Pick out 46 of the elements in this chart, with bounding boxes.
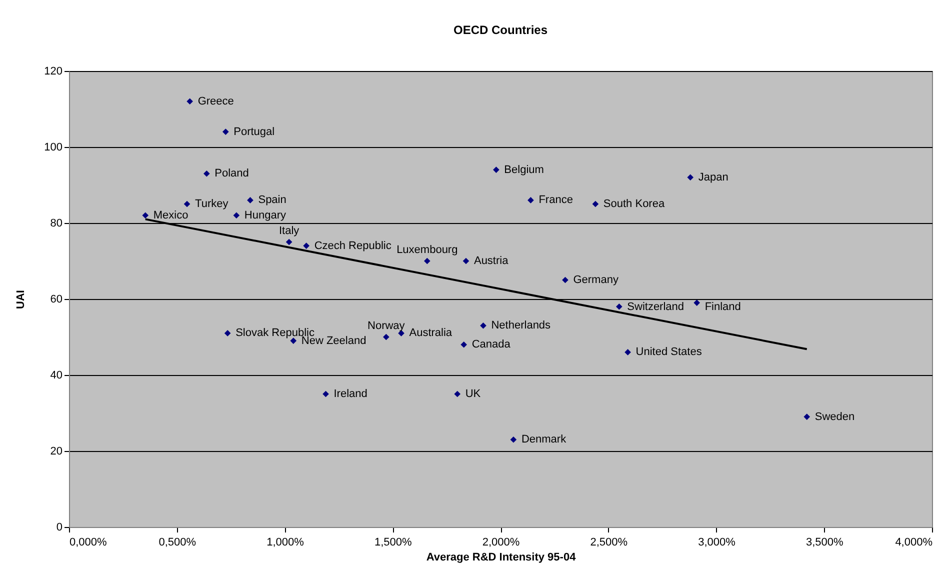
- annotation: Turkey: [195, 198, 229, 210]
- annotation: Australia: [409, 327, 453, 340]
- annotation: UK: [465, 388, 482, 400]
- x-tick-label: 3,500%: [806, 536, 844, 548]
- x-tick-label: 1,500%: [374, 536, 412, 548]
- x-tick-label: 1,000%: [266, 536, 304, 548]
- y-tick-label: 120: [44, 66, 62, 78]
- annotation: Czech Republic: [314, 240, 392, 252]
- annotation: South Korea: [603, 198, 666, 210]
- y-tick-label: 80: [50, 218, 62, 230]
- annotation: Canada: [472, 338, 512, 351]
- annotation: Hungary: [244, 209, 286, 222]
- annotation: Germany: [573, 274, 619, 286]
- y-tick-label: 20: [50, 446, 62, 458]
- annotation: Spain: [258, 194, 286, 206]
- x-tick-label: 2,500%: [590, 536, 628, 548]
- x-axis-title: Average R&D Intensity 95-04: [426, 552, 577, 564]
- annotation: Denmark: [521, 434, 567, 446]
- x-tick-label: 3,000%: [698, 536, 736, 548]
- annotation: Sweden: [814, 410, 855, 423]
- annotation: Ireland: [334, 388, 368, 400]
- y-tick-label: 40: [50, 370, 62, 382]
- annotation: Mexico: [153, 209, 188, 222]
- x-tick-label: 2,000%: [482, 536, 520, 548]
- annotation: Finland: [704, 301, 741, 313]
- x-tick-label: 4,000%: [895, 536, 933, 548]
- annotation: Poland: [214, 168, 249, 180]
- annotation: Austria: [474, 255, 510, 267]
- annotation: Italy: [278, 225, 300, 237]
- annotation: Netherlands: [491, 320, 552, 332]
- annotation: Luxembourg: [396, 244, 458, 256]
- annotation: Belgium: [504, 164, 544, 176]
- y-tick-label: 100: [44, 142, 62, 154]
- annotation: Portugal: [234, 126, 275, 138]
- y-axis-title: UAI: [15, 290, 28, 309]
- y-tick-label: 60: [50, 294, 62, 306]
- chart-title: OECD Countries: [453, 23, 548, 37]
- x-tick-label: 0,000%: [70, 536, 108, 548]
- y-tick-label: 0: [56, 522, 62, 534]
- annotation: United States: [636, 346, 702, 358]
- annotation: Greece: [198, 95, 234, 108]
- annotation: Japan: [698, 171, 728, 184]
- annotation: Norway: [368, 320, 406, 332]
- x-tick-label: 0,500%: [158, 536, 196, 548]
- annotation: France: [538, 194, 573, 206]
- annotation: Switzerland: [627, 301, 684, 313]
